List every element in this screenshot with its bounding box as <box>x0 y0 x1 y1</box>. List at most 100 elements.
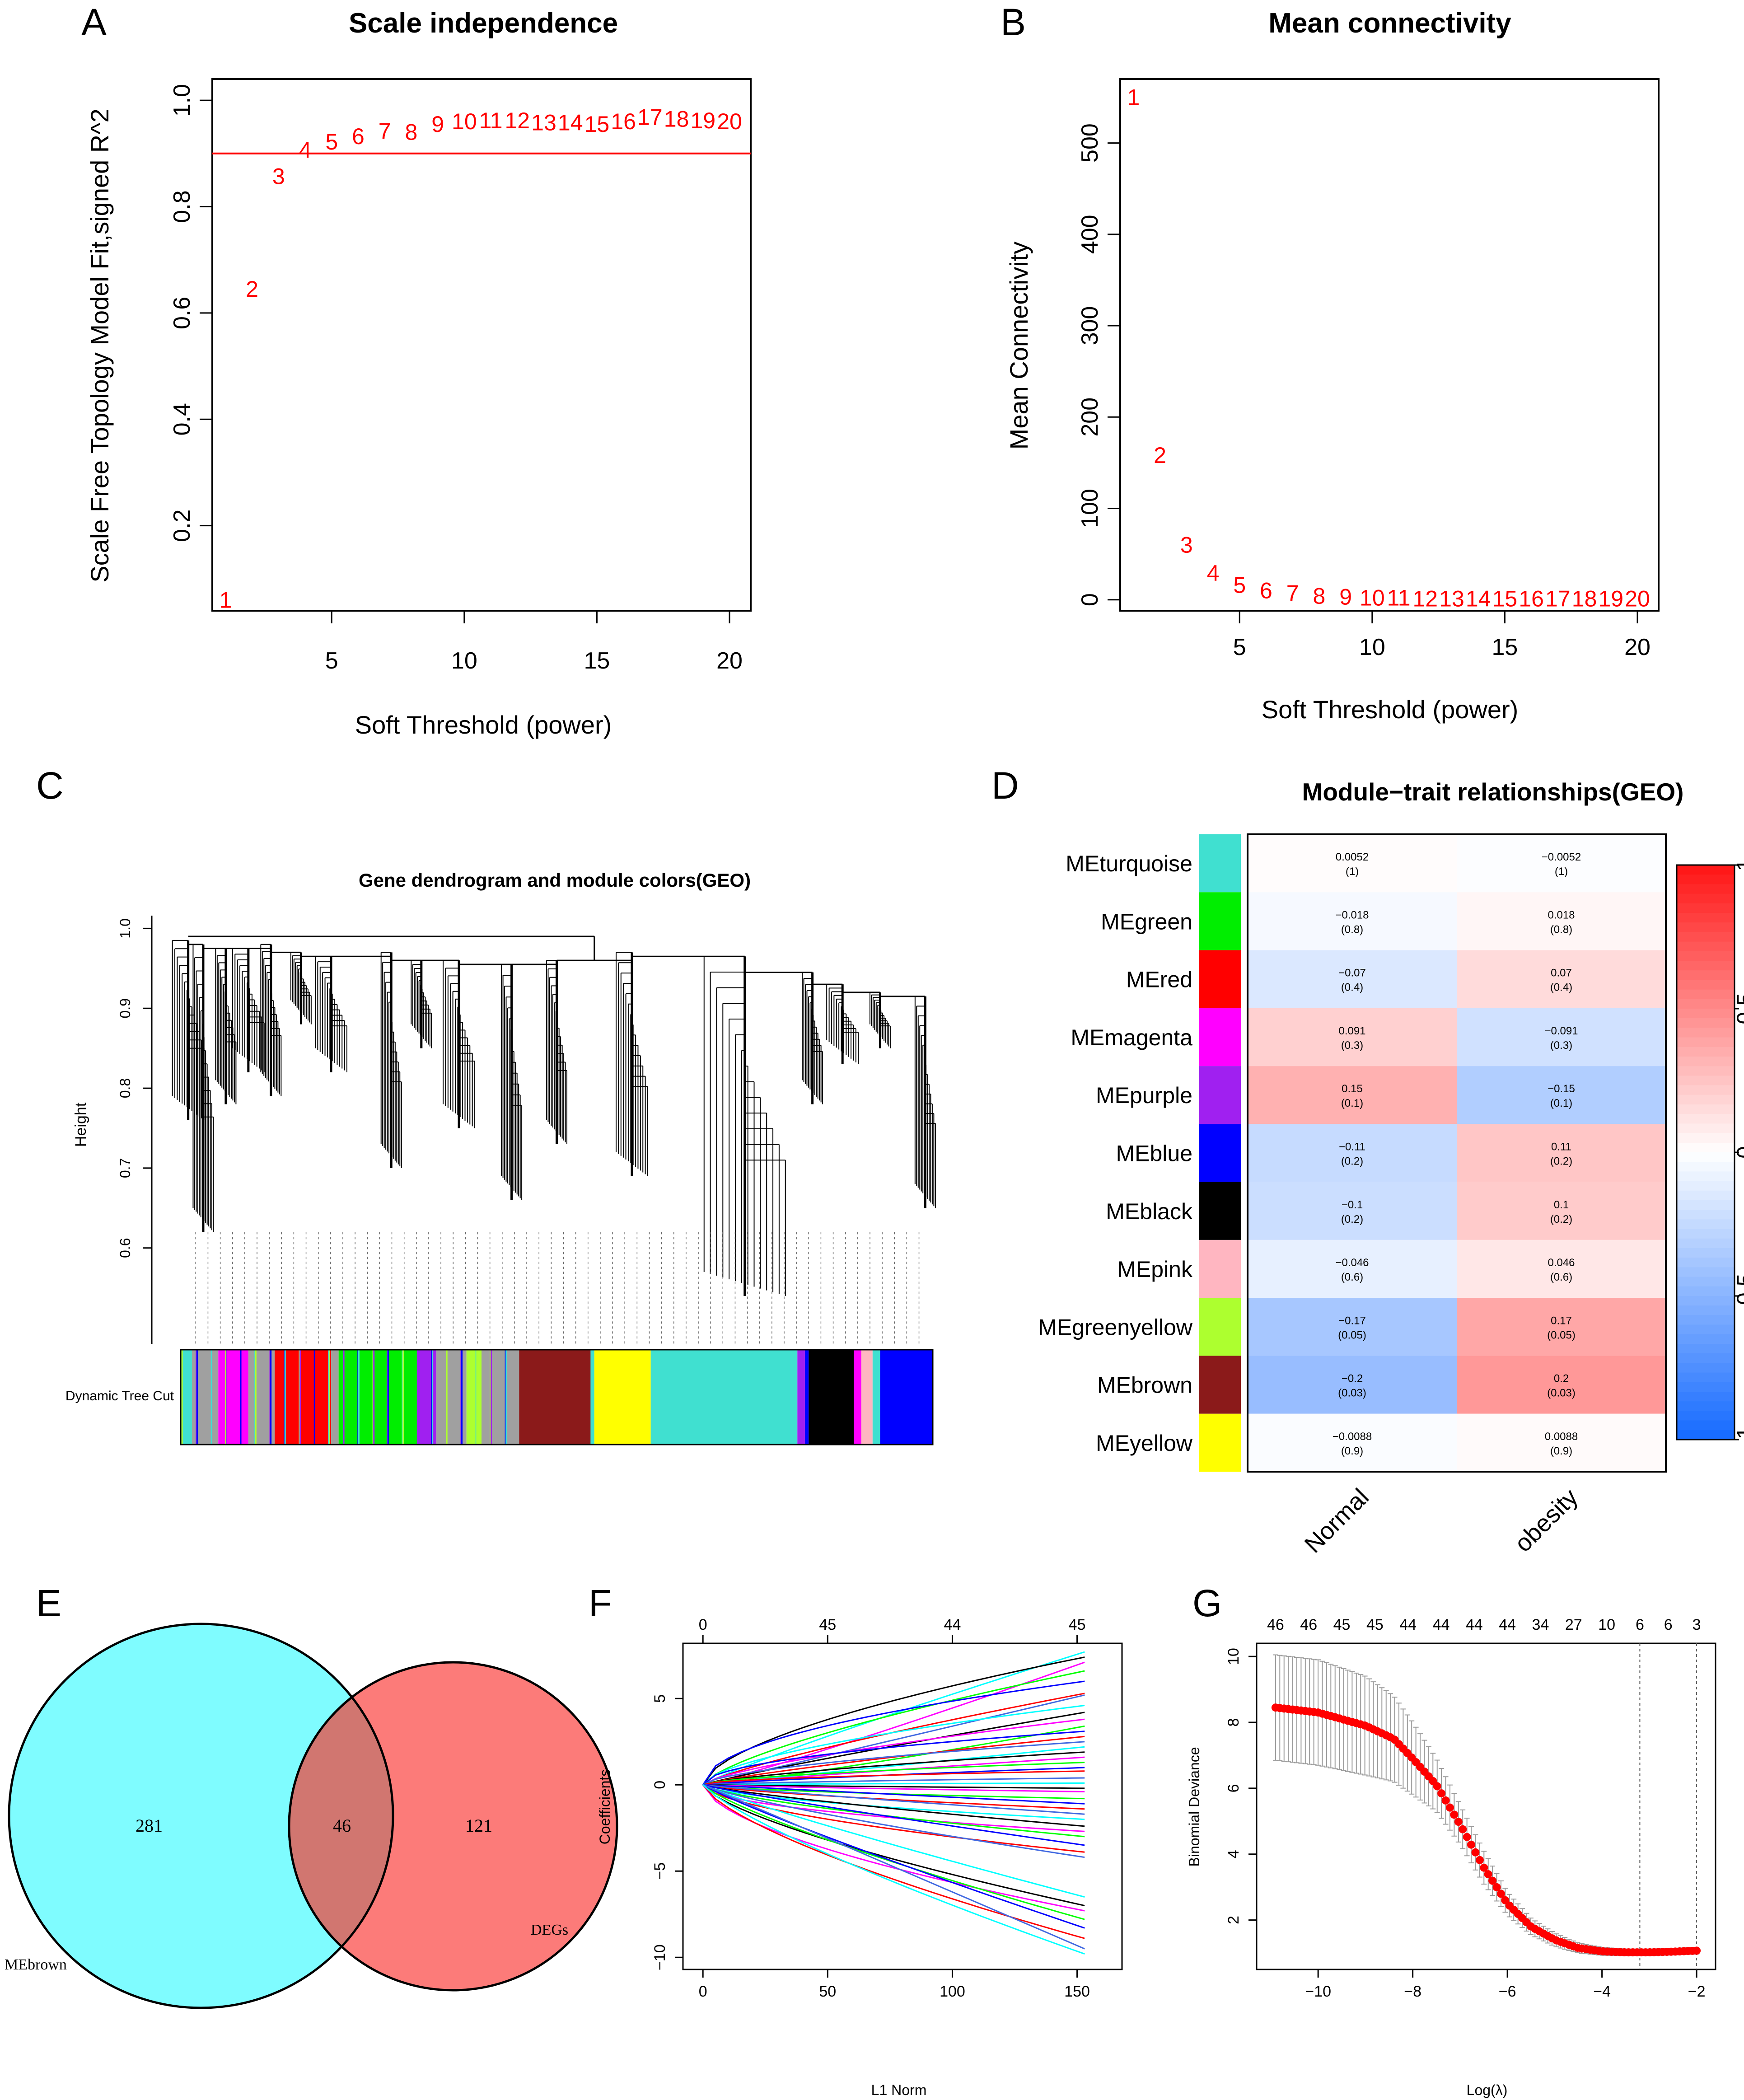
colorbar-step <box>1677 941 1735 952</box>
colorbar-step <box>1677 1018 1735 1029</box>
module-color-block <box>275 1350 331 1445</box>
panel-g-top-tick-label: 46 <box>1300 1616 1317 1633</box>
heatmap-cell-pvalue: (0.3) <box>1550 1039 1572 1052</box>
panel-a-y-tick-label: 0.2 <box>169 510 195 542</box>
heatmap-cell-pvalue: (0.05) <box>1547 1329 1576 1341</box>
panel-b-x-axis-label: Soft Threshold (power) <box>1262 695 1519 724</box>
module-color-block <box>797 1350 805 1445</box>
heatmap-cell <box>1248 1066 1457 1124</box>
coefficient-path <box>703 1784 1085 1792</box>
panel-b-point-label: 7 <box>1286 581 1299 606</box>
heatmap-cell-pvalue: (1) <box>1555 865 1568 878</box>
deviance-point <box>1475 1856 1484 1864</box>
colorbar-step <box>1677 1190 1735 1201</box>
module-color-stripe <box>461 1350 463 1445</box>
colorbar-step <box>1677 999 1735 1009</box>
deviance-point <box>1450 1810 1459 1819</box>
panel-b-point-label: 12 <box>1412 586 1438 612</box>
module-color-stripe <box>196 1350 198 1445</box>
module-row-label: MEturquoise <box>1066 851 1192 876</box>
colorbar-tick-label: 1 <box>1732 859 1744 871</box>
panel-b-point-label: 16 <box>1519 586 1544 612</box>
module-color-swatch <box>1199 1239 1241 1298</box>
module-row-label: MEblue <box>1116 1141 1192 1166</box>
trait-column-label: Normal <box>1300 1483 1374 1558</box>
heatmap-cell-correlation: −0.046 <box>1335 1257 1369 1269</box>
deviance-point <box>1484 1870 1492 1879</box>
panel-b-point-label: 3 <box>1180 532 1193 557</box>
coefficient-path <box>703 1782 1085 1786</box>
module-color-stripe <box>225 1350 227 1445</box>
panel-a-y-tick-label: 0.6 <box>169 297 195 329</box>
module-color-stripe <box>240 1350 242 1445</box>
heatmap-cell <box>1457 1413 1666 1472</box>
heatmap-cell-pvalue: (0.05) <box>1338 1329 1366 1341</box>
deviance-point <box>1445 1803 1454 1812</box>
panel-a-y-tick-label: 1.0 <box>169 84 195 117</box>
panel-b-point-label: 15 <box>1492 586 1518 612</box>
panel-a-point-label: 14 <box>558 110 583 136</box>
colorbar-step <box>1677 1248 1735 1258</box>
panel-b-point-label: 11 <box>1387 585 1411 611</box>
panel-g-top-tick-label: 44 <box>1466 1616 1483 1633</box>
panel-d-title: Module−trait relationships(GEO) <box>1302 778 1684 806</box>
panel-b-point-label: 9 <box>1339 585 1352 610</box>
venn-count-mebrown-only: 281 <box>136 1815 163 1836</box>
module-color-block <box>594 1350 651 1445</box>
colorbar-step <box>1677 1305 1735 1316</box>
module-color-stripe <box>181 1350 183 1445</box>
panel-a-chart: Scale independence 5 10 15 200.20.40.60.81.… <box>85 8 752 739</box>
panel-a-x-tick-label: 10 <box>451 648 477 674</box>
colorbar-step <box>1677 1037 1735 1048</box>
colorbar-tick-label: 0.5 <box>1732 993 1744 1024</box>
module-color-block <box>872 1350 880 1445</box>
panel-b-point-label: 18 <box>1572 586 1597 612</box>
panel-b-y-tick-label: 200 <box>1077 398 1103 437</box>
panel-f-y-tick-label: −5 <box>651 1862 669 1880</box>
venn-label-mebrown: MEbrown <box>5 1956 67 1973</box>
heatmap-cell <box>1248 1124 1457 1182</box>
heatmap-cell-correlation: −0.0088 <box>1333 1431 1372 1443</box>
module-color-block <box>519 1350 591 1445</box>
colorbar-step <box>1677 903 1735 913</box>
heatmap-cell-correlation: −0.018 <box>1335 909 1369 921</box>
colorbar-step <box>1677 893 1735 904</box>
colorbar-step <box>1677 875 1735 885</box>
module-color-stripe <box>505 1350 507 1445</box>
colorbar-step <box>1677 884 1735 894</box>
panel-g-x-tick-label: −6 <box>1499 1983 1516 2000</box>
module-color-stripe <box>505 1350 506 1445</box>
panel-g-y-tick-label: 10 <box>1225 1648 1242 1665</box>
module-color-stripe <box>432 1350 434 1445</box>
deviance-point <box>1488 1876 1497 1885</box>
heatmap-cell-correlation: 0.1 <box>1554 1199 1569 1211</box>
panel-e-chart: 281 46 121 MEbrown DEGs <box>5 1623 618 2009</box>
heatmap-cell-correlation: 0.11 <box>1551 1141 1571 1153</box>
module-color-stripe <box>254 1350 256 1445</box>
panel-c-y-tick-label: 1.0 <box>117 918 133 938</box>
heatmap-cell-pvalue: (0.2) <box>1341 1213 1363 1225</box>
panel-g-y-axis-label: Binomial Deviance <box>1186 1747 1202 1866</box>
panel-a-point-label: 10 <box>452 109 477 134</box>
heatmap-cell <box>1248 1298 1457 1356</box>
heatmap-cell-correlation: −0.2 <box>1342 1373 1363 1385</box>
heatmap-cell <box>1457 1239 1666 1298</box>
panel-b-x-tick-label: 15 <box>1492 634 1518 660</box>
module-color-block <box>482 1350 519 1445</box>
panel-a-y-tick-label: 0.8 <box>169 190 195 223</box>
module-color-block <box>650 1350 798 1445</box>
coefficient-path <box>702 1784 1085 1939</box>
heatmap-cell-pvalue: (0.2) <box>1550 1155 1572 1168</box>
panel-g-top-tick-label: 6 <box>1664 1616 1673 1633</box>
colorbar-step <box>1677 1267 1735 1277</box>
panel-c-colorbar-label: Dynamic Tree Cut <box>65 1389 174 1403</box>
module-row-label: MEyellow <box>1096 1431 1193 1456</box>
module-color-stripe <box>270 1350 272 1445</box>
panel-letter-c: C <box>36 764 64 807</box>
module-row-label: MEblack <box>1106 1199 1193 1224</box>
module-color-stripe <box>387 1350 389 1445</box>
panel-f-chart: 0 50 100 150 0 45 44 45 −10 −5 0 5 L1 Norm Coeffici… <box>597 1616 1123 2098</box>
deviance-point <box>1463 1833 1471 1841</box>
panel-c-y-tick-label: 0.6 <box>117 1238 133 1258</box>
module-color-stripe <box>460 1350 462 1445</box>
